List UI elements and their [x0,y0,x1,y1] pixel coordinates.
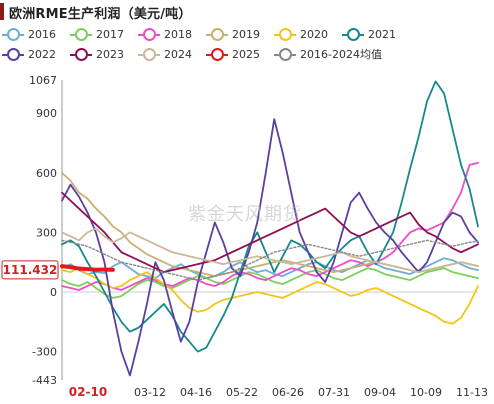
series-line-2023 [61,191,479,274]
y-tick-label: 0 [50,286,57,299]
legend-marker-icon [206,27,228,41]
y-tick-label: 300 [36,226,57,239]
legend-item-2016[interactable]: 2016 [2,26,56,42]
y-tick-label: -443 [32,374,57,387]
legend-marker-icon [2,27,24,41]
last-value-label: 111.432 [3,263,58,277]
legend-marker-icon [2,47,24,61]
legend-label: 2016 [28,27,56,41]
legend-item-2023[interactable]: 2023 [70,46,124,62]
legend-marker-icon [274,47,296,61]
x-tick-label: 10-09 [410,386,442,399]
legend-item-2022[interactable]: 2022 [2,46,56,62]
watermark: 紫金天风期货 [188,204,302,225]
legend-item-2020[interactable]: 2020 [274,26,328,42]
legend-item-2018[interactable]: 2018 [138,26,192,42]
series-line-2025 [60,264,115,272]
legend-item-2019[interactable]: 2019 [206,26,260,42]
legend-label: 2021 [368,27,396,41]
series-line-avg [61,239,479,281]
legend-item-average[interactable]: 2016-2024均值 [274,46,382,62]
x-tick-label: 04-16 [180,386,212,399]
legend-item-2024[interactable]: 2024 [138,46,192,62]
x-tick-label: 03-12 [134,386,166,399]
title-accent-bar [0,3,4,20]
legend-marker-icon [70,47,92,61]
legend-label: 2024 [164,47,192,61]
legend-label: 2025 [232,47,260,61]
series-line-2024 [61,227,479,274]
y-tick-label: 1067 [29,74,57,87]
legend-item-2021[interactable]: 2021 [342,26,396,42]
x-tick-label: 02-10 [69,385,107,399]
series-line-2021 [61,80,479,353]
legend-marker-icon [138,47,160,61]
x-tick-label: 11-13 [456,386,488,399]
legend-label: 2023 [96,47,124,61]
legend-marker-icon [206,47,228,61]
legend-label: 2022 [28,47,56,61]
legend-label: 2017 [96,27,124,41]
legend-item-2017[interactable]: 2017 [70,26,124,42]
legend-label: 2016-2024均值 [300,48,382,61]
x-tick-label: 07-31 [318,386,350,399]
y-tick-label: 600 [36,167,57,180]
legend-marker-icon [138,27,160,41]
x-tick-label: 05-22 [226,386,258,399]
x-tick-label: 09-04 [364,386,396,399]
y-tick-label: 900 [36,107,57,120]
series-line-2020 [61,267,479,325]
legend-label: 2019 [232,27,260,41]
series-line-2017 [61,267,479,299]
legend-marker-icon [342,27,364,41]
series-line-2016 [61,257,479,279]
y-tick-label: -300 [32,346,57,359]
legend-item-2025[interactable]: 2025 [206,46,260,62]
legend-marker-icon [70,27,92,41]
series-line-2022 [61,118,479,377]
legend-label: 2020 [300,27,328,41]
x-tick-label: 06-26 [272,386,304,399]
title-bar: 欧洲RME生产利润（美元/吨） [0,0,494,24]
chart-title: 欧洲RME生产利润（美元/吨） [9,7,192,22]
legend-marker-icon [274,27,296,41]
last-value-box [1,260,59,280]
series-line-2018 [61,161,479,291]
legend-label: 2018 [164,27,192,41]
